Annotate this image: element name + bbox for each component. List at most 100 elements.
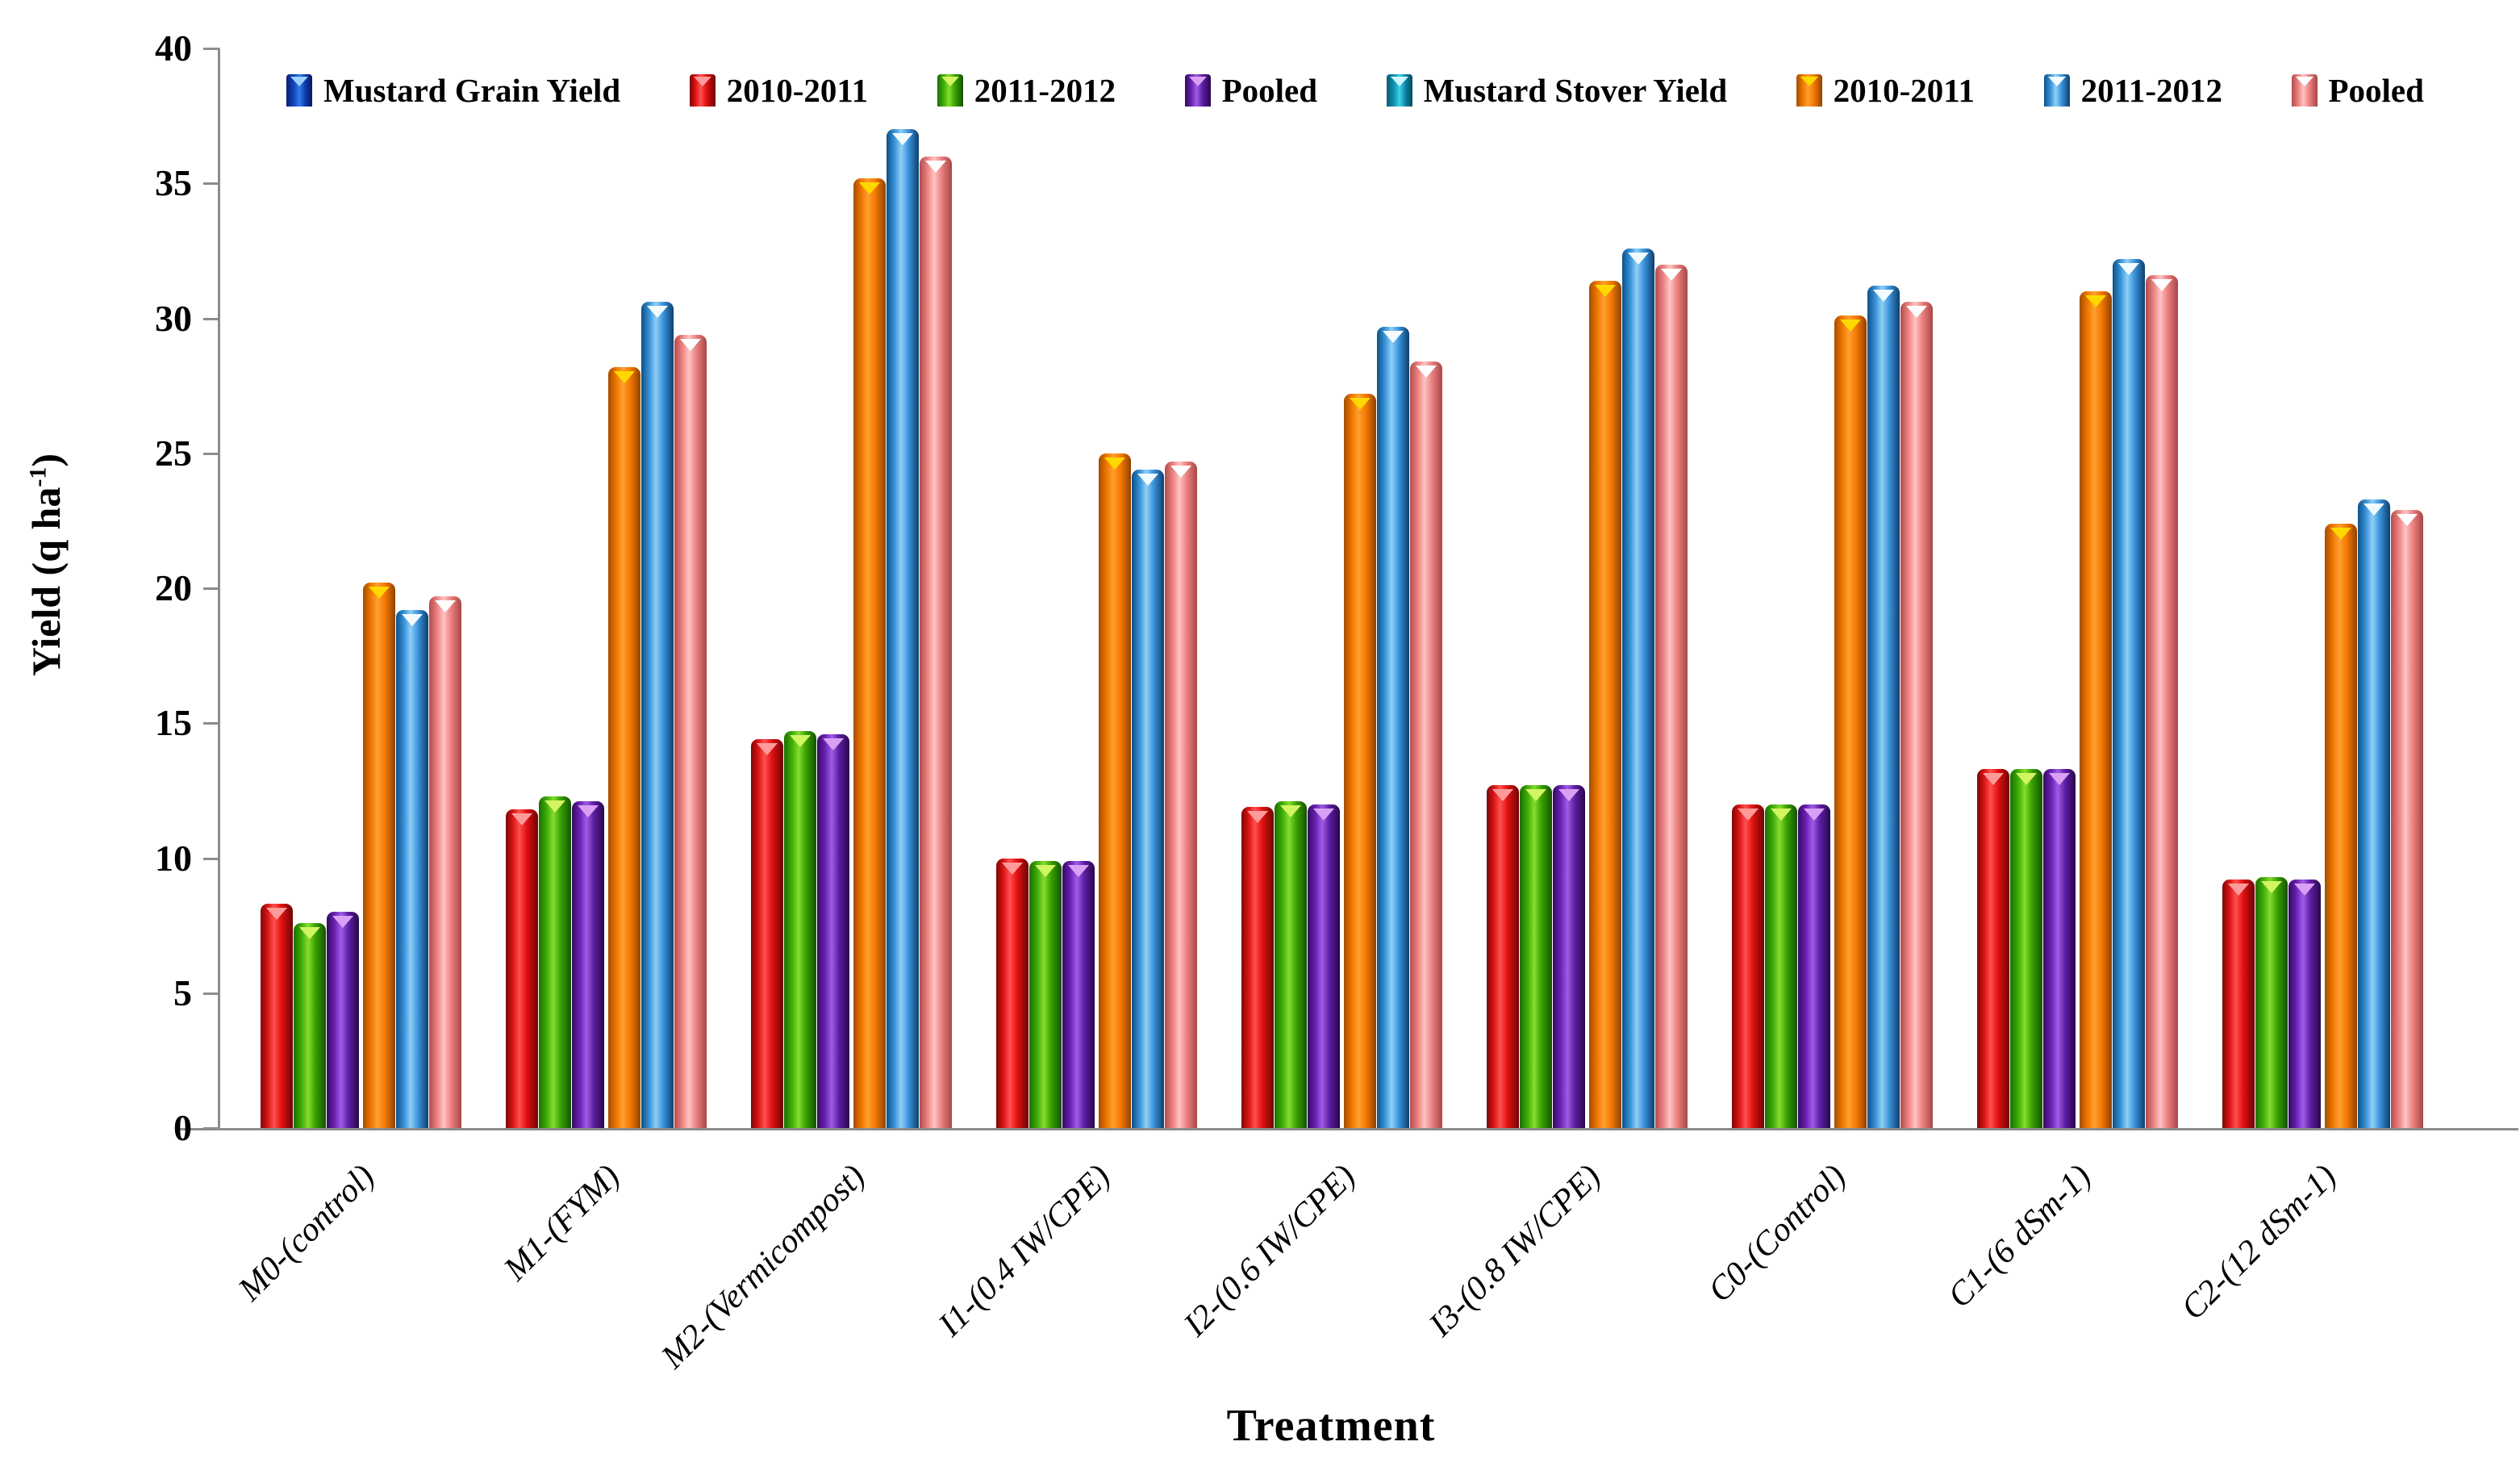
legend-item: Mustard Grain Yield (286, 71, 620, 110)
y-tick-label: 20 (155, 567, 192, 608)
bar (429, 596, 461, 1128)
bar (1655, 264, 1688, 1128)
y-tick-mark (203, 1127, 219, 1130)
bar (1977, 769, 2009, 1128)
bar (1308, 804, 1340, 1128)
bar (608, 366, 640, 1128)
y-tick-label: 10 (155, 837, 192, 879)
bar (1867, 286, 1900, 1128)
bar (1732, 804, 1764, 1128)
legend-item: Pooled (2291, 71, 2424, 110)
legend-label: 2011-2012 (2080, 72, 2222, 109)
legend-label: Mustard Stover Yield (1423, 72, 1728, 109)
bar (920, 156, 952, 1128)
bar (641, 302, 674, 1128)
y-tick-label: 15 (155, 702, 192, 744)
legend-label: 2010-2011 (1833, 72, 1976, 109)
bar (1589, 280, 1621, 1128)
legend-swatch-icon (689, 74, 716, 107)
bar (674, 334, 707, 1128)
legend-swatch-icon (2291, 74, 2318, 107)
bar (817, 733, 849, 1128)
bar (327, 912, 359, 1128)
bar (2113, 258, 2145, 1128)
bar (2391, 509, 2423, 1128)
y-axis-title-text: Yield (q ha (23, 487, 69, 676)
bar (853, 178, 886, 1128)
y-axis-title-superscript: -1 (24, 466, 52, 487)
y-tick-mark (203, 857, 219, 860)
bar (1553, 785, 1585, 1128)
y-tick-mark (203, 587, 219, 590)
y-tick-label: 5 (173, 971, 192, 1013)
bar (572, 801, 604, 1128)
bar (1165, 461, 1197, 1128)
legend-swatch-icon (937, 74, 963, 107)
bar (1062, 860, 1095, 1128)
legend-swatch-icon (286, 74, 312, 107)
bar (363, 583, 395, 1128)
y-axis-title-close: ) (23, 453, 69, 467)
bar (506, 809, 538, 1128)
bar (751, 739, 783, 1128)
legend-item: Mustard Stover Yield (1386, 71, 1728, 110)
bar (1029, 860, 1062, 1128)
legend-item: 2011-2012 (2043, 71, 2222, 110)
bar (1487, 785, 1519, 1128)
bar (1765, 804, 1797, 1128)
legend-item: 2010-2011 (689, 71, 869, 110)
y-tick-label: 35 (155, 162, 192, 204)
y-tick-mark (203, 992, 219, 995)
bar (1410, 361, 1442, 1128)
x-axis-title: Treatment (1226, 1401, 1436, 1451)
bar (1900, 302, 1933, 1128)
legend-label: 2011-2012 (974, 72, 1116, 109)
bar (1377, 326, 1409, 1128)
y-tick-mark (203, 452, 219, 455)
legend-item: Pooled (1184, 71, 1318, 110)
bar (1798, 804, 1830, 1128)
legend-swatch-icon (1386, 74, 1412, 107)
bar (2146, 274, 2178, 1128)
y-tick-label: 40 (155, 27, 192, 69)
y-tick-label: 30 (155, 297, 192, 339)
bar (784, 731, 816, 1128)
legend-swatch-icon (1796, 74, 1822, 107)
bar (2222, 880, 2255, 1128)
legend-item: 2011-2012 (937, 71, 1116, 110)
y-tick-label: 25 (155, 432, 192, 474)
bar (1132, 469, 1164, 1128)
bar (2325, 523, 2357, 1128)
legend-swatch-icon (1184, 74, 1211, 107)
legend-label: Pooled (1221, 72, 1318, 109)
bar (1834, 315, 1867, 1128)
legend-label: Mustard Grain Yield (323, 72, 621, 109)
bar (2358, 499, 2390, 1128)
bar (261, 904, 293, 1128)
legend-label: 2010-2011 (726, 72, 869, 109)
legend-label: Pooled (2328, 72, 2424, 109)
bar (1275, 801, 1307, 1128)
y-tick-label: 0 (173, 1107, 192, 1148)
bar (2288, 880, 2321, 1128)
bar (1241, 806, 1274, 1128)
legend-item: 2010-2011 (1796, 71, 1975, 110)
bar (1622, 248, 1654, 1128)
bar (2043, 769, 2076, 1128)
y-axis-title: Yield (q ha-1) (23, 258, 69, 871)
bar (2010, 769, 2042, 1128)
bar (396, 609, 428, 1128)
y-tick-mark (203, 317, 219, 320)
x-axis-line (179, 1128, 2518, 1130)
bar (1099, 453, 1131, 1128)
bar (1520, 785, 1552, 1128)
bar (2255, 876, 2288, 1128)
bar (539, 796, 571, 1128)
bar (294, 922, 326, 1128)
y-tick-mark (203, 48, 219, 50)
y-tick-mark (203, 722, 219, 725)
bar (2080, 291, 2112, 1128)
chart-legend: Mustard Grain Yield 2010-2011 2011-2012 Poo… (286, 68, 2424, 113)
y-tick-mark (203, 182, 219, 186)
